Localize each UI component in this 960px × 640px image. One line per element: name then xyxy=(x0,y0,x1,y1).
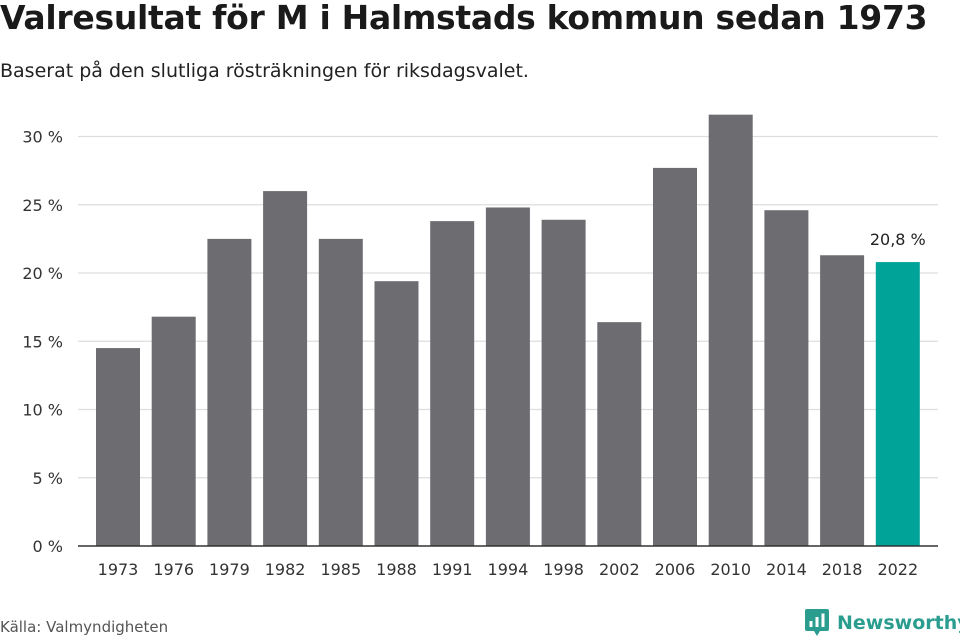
chart-subtitle: Baserat på den slutliga rösträkningen fö… xyxy=(0,60,529,82)
x-tick-label: 1973 xyxy=(98,560,139,579)
x-tick-label: 2010 xyxy=(710,560,751,579)
chart-title: Valresultat för M i Halmstads kommun sed… xyxy=(0,0,928,37)
x-tick-label: 2002 xyxy=(599,560,640,579)
brand-logo[interactable]: Newsworthy xyxy=(805,608,960,638)
y-tick-label: 10 % xyxy=(22,401,63,420)
x-tick-label: 1994 xyxy=(488,560,529,579)
bar xyxy=(96,348,140,546)
bar xyxy=(263,191,308,546)
x-tick-label: 2018 xyxy=(822,560,863,579)
y-tick-label: 5 % xyxy=(33,469,63,488)
brand-name: Newsworthy xyxy=(837,612,960,634)
bar xyxy=(653,167,697,546)
bar xyxy=(875,262,920,546)
y-tick-label: 25 % xyxy=(22,196,63,215)
x-tick-label: 1998 xyxy=(543,560,584,579)
bar xyxy=(151,316,196,546)
x-tick-label: 1976 xyxy=(153,560,194,579)
bar xyxy=(430,221,475,546)
x-tick-label: 1979 xyxy=(209,560,250,579)
bar xyxy=(820,255,865,546)
x-tick-label: 1991 xyxy=(432,560,473,579)
x-tick-label: 1985 xyxy=(320,560,361,579)
bar xyxy=(597,322,642,546)
bar-chart: 0 % 5 % 10 % 15 % 20 % 25 % 30 % 1973 1976 1979 19… xyxy=(22,114,938,579)
bar xyxy=(485,207,530,547)
bar xyxy=(764,210,809,546)
x-tick-label: 2022 xyxy=(877,560,918,579)
bar xyxy=(318,238,363,546)
x-tick-label: 1988 xyxy=(376,560,417,579)
bar xyxy=(708,114,753,546)
bar xyxy=(207,238,252,546)
data-label: 20,8 % xyxy=(870,230,926,249)
bar xyxy=(374,281,419,546)
x-tick-label: 2006 xyxy=(655,560,696,579)
y-tick-label: 20 % xyxy=(22,264,63,283)
x-tick-label: 2014 xyxy=(766,560,807,579)
x-tick-label: 1982 xyxy=(265,560,306,579)
bar xyxy=(541,219,586,546)
newsworthy-logo-icon xyxy=(805,609,829,636)
source-note: Källa: Valmyndigheten xyxy=(0,618,169,636)
y-tick-label: 0 % xyxy=(33,537,63,556)
y-tick-label: 30 % xyxy=(22,128,63,147)
y-tick-label: 15 % xyxy=(22,332,63,351)
